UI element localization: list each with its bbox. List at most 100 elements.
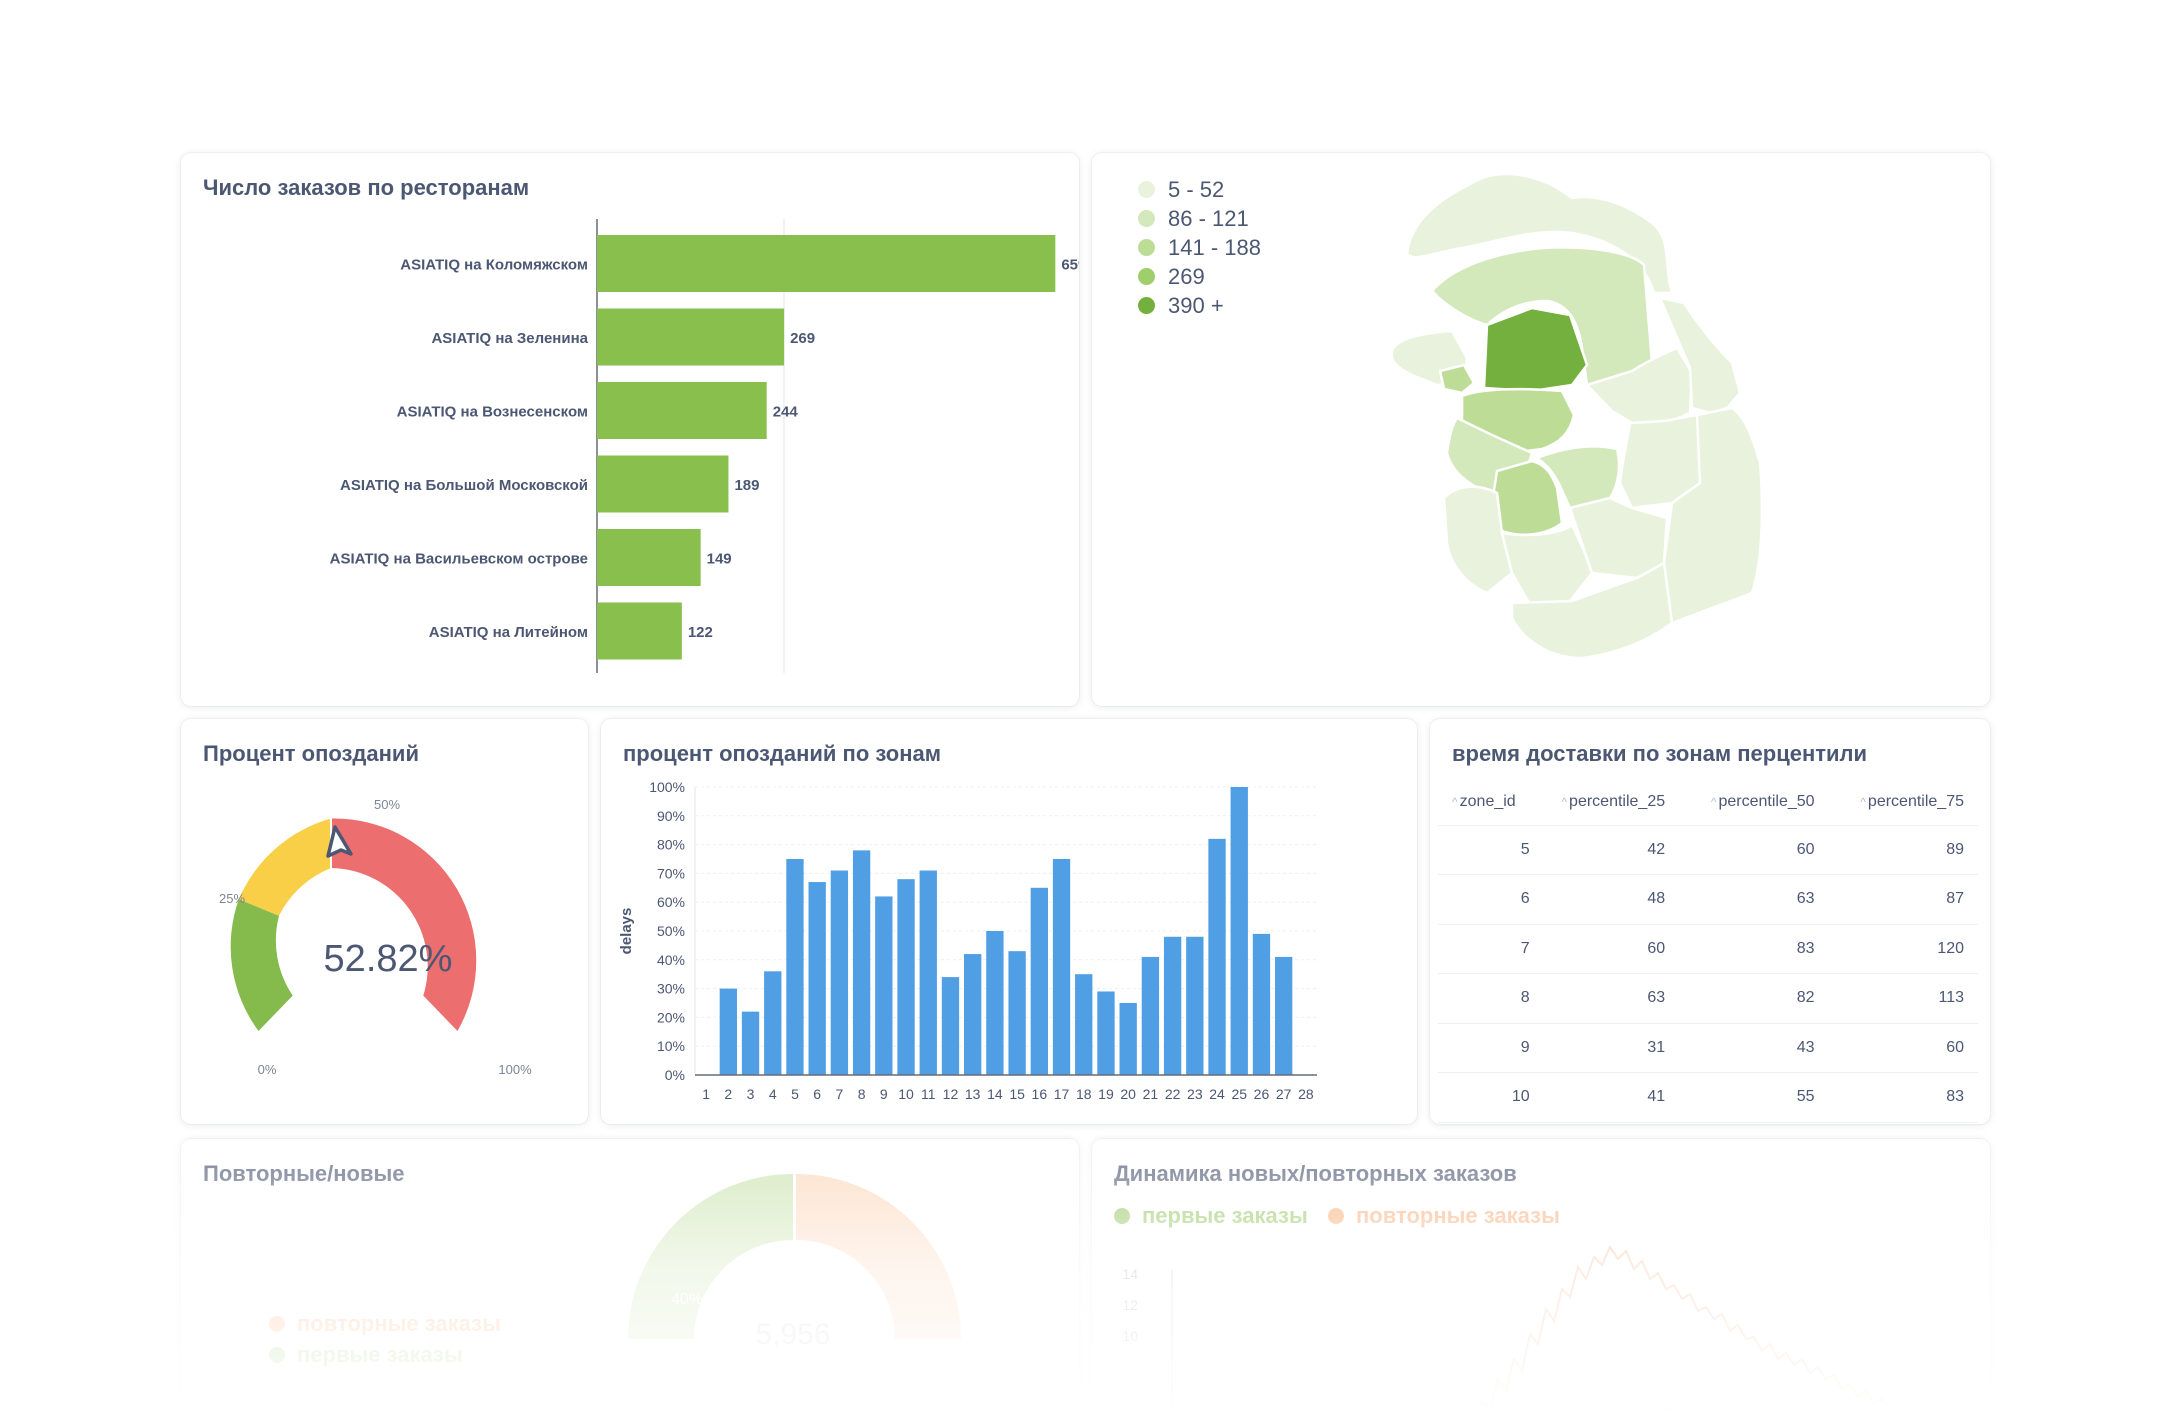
map-legend-item[interactable]: 141 - 188 bbox=[1138, 233, 1261, 262]
legend-dot bbox=[1138, 239, 1155, 256]
sort-icon: ^ bbox=[1561, 794, 1568, 809]
bar[interactable] bbox=[597, 602, 682, 660]
x-tick-label: 13 bbox=[965, 1086, 981, 1102]
map-legend-item[interactable]: 5 - 52 bbox=[1138, 175, 1261, 204]
map-zone bbox=[1535, 445, 1621, 510]
delay-gauge-card[interactable]: Процент опозданий 0% 25% 50% 100% 52.82% bbox=[181, 719, 588, 1124]
bar[interactable] bbox=[597, 382, 767, 439]
column-header-zone-id[interactable]: ^ zone_id bbox=[1438, 779, 1530, 826]
legend-label: 390 + bbox=[1168, 292, 1224, 318]
donut-percent-label: 40% bbox=[671, 1291, 703, 1308]
bar[interactable] bbox=[1252, 933, 1271, 1075]
bar[interactable] bbox=[1230, 787, 1248, 1075]
bar[interactable] bbox=[719, 988, 737, 1075]
bar[interactable] bbox=[1163, 936, 1182, 1075]
map-zone bbox=[1568, 496, 1669, 580]
table-cell: 120 bbox=[1828, 924, 1978, 974]
x-tick-label: 14 bbox=[987, 1086, 1003, 1102]
y-tick-label: 12 bbox=[1122, 1297, 1138, 1313]
bar[interactable] bbox=[1097, 991, 1115, 1075]
map-legend-item[interactable]: 390 + bbox=[1138, 291, 1261, 320]
y-tick-label: 80% bbox=[657, 837, 685, 853]
legend-label: 141 - 188 bbox=[1168, 234, 1261, 260]
gauge-segment-low bbox=[230, 899, 293, 1031]
table-cell: 8 bbox=[1438, 973, 1530, 1024]
y-tick-label: 20% bbox=[657, 1009, 685, 1025]
repeat-new-donut: 40% 5,956 bbox=[628, 1174, 961, 1351]
bar-value-label: 659 bbox=[1061, 257, 1079, 274]
restaurant-orders-card[interactable]: Число заказов по ресторанам ASIATIQ на К… bbox=[181, 153, 1079, 706]
bar[interactable] bbox=[941, 977, 960, 1075]
zone-delays-title: процент опозданий по зонам bbox=[623, 741, 942, 766]
table-row[interactable]: 5 42 60 89 bbox=[1438, 825, 1978, 875]
x-tick-label: 15 bbox=[1009, 1086, 1025, 1102]
x-tick-label: 28 bbox=[1298, 1086, 1314, 1102]
y-tick-label: 100% bbox=[649, 779, 685, 795]
sort-icon: ^ bbox=[1452, 794, 1458, 809]
bar[interactable] bbox=[1030, 887, 1048, 1075]
category-label: ASIATIQ на Большой Московской bbox=[340, 477, 588, 494]
zone-delays-chart: 0%10%20%30%40%50%60%70%80%90%100%1 2 3 4 5 6 7… bbox=[618, 779, 1317, 1102]
column-header-percentile-75[interactable]: ^ percentile_75 bbox=[1828, 779, 1978, 826]
legend-dot bbox=[1138, 210, 1155, 227]
bar[interactable] bbox=[1186, 936, 1204, 1075]
bar[interactable] bbox=[897, 879, 915, 1075]
column-header-percentile-50[interactable]: ^ percentile_50 bbox=[1679, 779, 1829, 826]
gauge-segment-mid bbox=[238, 818, 331, 916]
bar[interactable] bbox=[597, 455, 729, 513]
x-tick-label: 24 bbox=[1209, 1086, 1225, 1102]
table-row[interactable]: 8 63 82 113 bbox=[1438, 973, 1978, 1024]
zone-delays-card[interactable]: процент опозданий по зонам 0% 10% 20% 30% 40… bbox=[601, 719, 1417, 1124]
bar[interactable] bbox=[919, 870, 937, 1075]
bar[interactable] bbox=[964, 954, 982, 1075]
orders-dynamics-card[interactable]: Динамика новых/повторных заказов первые … bbox=[1092, 1139, 1990, 1419]
bar[interactable] bbox=[1119, 1003, 1137, 1075]
bar[interactable] bbox=[786, 859, 804, 1075]
x-tick-label: 4 bbox=[769, 1086, 777, 1102]
bar[interactable] bbox=[764, 971, 782, 1075]
bar[interactable] bbox=[597, 529, 701, 586]
bar[interactable] bbox=[741, 1011, 760, 1075]
y-tick-label: 50% bbox=[657, 923, 685, 939]
x-tick-label: 16 bbox=[1032, 1086, 1048, 1102]
table-cell: 63 bbox=[1529, 973, 1680, 1024]
repeat-new-card[interactable]: Повторные/новые повторные заказы первые … bbox=[181, 1139, 1079, 1419]
map-legend-item[interactable]: 86 - 121 bbox=[1138, 204, 1261, 233]
bar[interactable] bbox=[808, 882, 826, 1075]
column-header-percentile-25[interactable]: ^ percentile_25 bbox=[1529, 779, 1680, 826]
bar[interactable] bbox=[597, 308, 785, 366]
bar[interactable] bbox=[1275, 956, 1293, 1075]
bar[interactable] bbox=[1208, 838, 1226, 1075]
bar[interactable] bbox=[597, 235, 1056, 292]
table-cell: 10 bbox=[1438, 1072, 1530, 1123]
x-tick-label: 23 bbox=[1187, 1086, 1203, 1102]
bar[interactable] bbox=[830, 870, 849, 1075]
map-legend-item[interactable]: 269 bbox=[1138, 262, 1261, 291]
bar-value-label: 269 bbox=[790, 330, 815, 347]
bar[interactable] bbox=[986, 931, 1004, 1075]
bar[interactable] bbox=[1052, 859, 1071, 1075]
bar[interactable] bbox=[875, 896, 893, 1075]
table-row[interactable]: 7 60 83 120 bbox=[1438, 924, 1978, 974]
zones-map[interactable] bbox=[1092, 153, 1990, 706]
bar[interactable] bbox=[852, 850, 871, 1075]
x-tick-label: 1 bbox=[702, 1086, 710, 1102]
map-legend: 5 - 52 86 - 121 141 - 188 269 390 + bbox=[1138, 175, 1261, 320]
delay-gauge: 0% 25% 50% 100% 52.82% bbox=[219, 797, 532, 1077]
x-tick-label: 26 bbox=[1254, 1086, 1270, 1102]
category-label: ASIATIQ на Васильевском острове bbox=[330, 551, 588, 568]
bar[interactable] bbox=[1008, 951, 1026, 1075]
table-row[interactable]: 9 31 43 60 bbox=[1438, 1023, 1978, 1073]
table-row[interactable]: 10 41 55 83 bbox=[1438, 1072, 1978, 1123]
x-tick-label: 7 bbox=[835, 1086, 843, 1102]
label-clip bbox=[181, 213, 329, 683]
bar[interactable] bbox=[1141, 956, 1160, 1075]
map-zone bbox=[1500, 523, 1594, 610]
x-tick-label: 12 bbox=[943, 1086, 959, 1102]
sort-icon: ^ bbox=[1710, 794, 1717, 809]
table-row[interactable]: 6 48 63 87 bbox=[1438, 874, 1978, 925]
delivery-percentiles-card[interactable]: время доставки по зонам перцентили ^ zone… bbox=[1430, 719, 1990, 1124]
zones-map-card[interactable]: 5 - 52 86 - 121 141 - 188 269 390 + bbox=[1092, 153, 1990, 706]
bar[interactable] bbox=[1075, 974, 1093, 1075]
table-cell: 60 bbox=[1828, 1023, 1978, 1073]
